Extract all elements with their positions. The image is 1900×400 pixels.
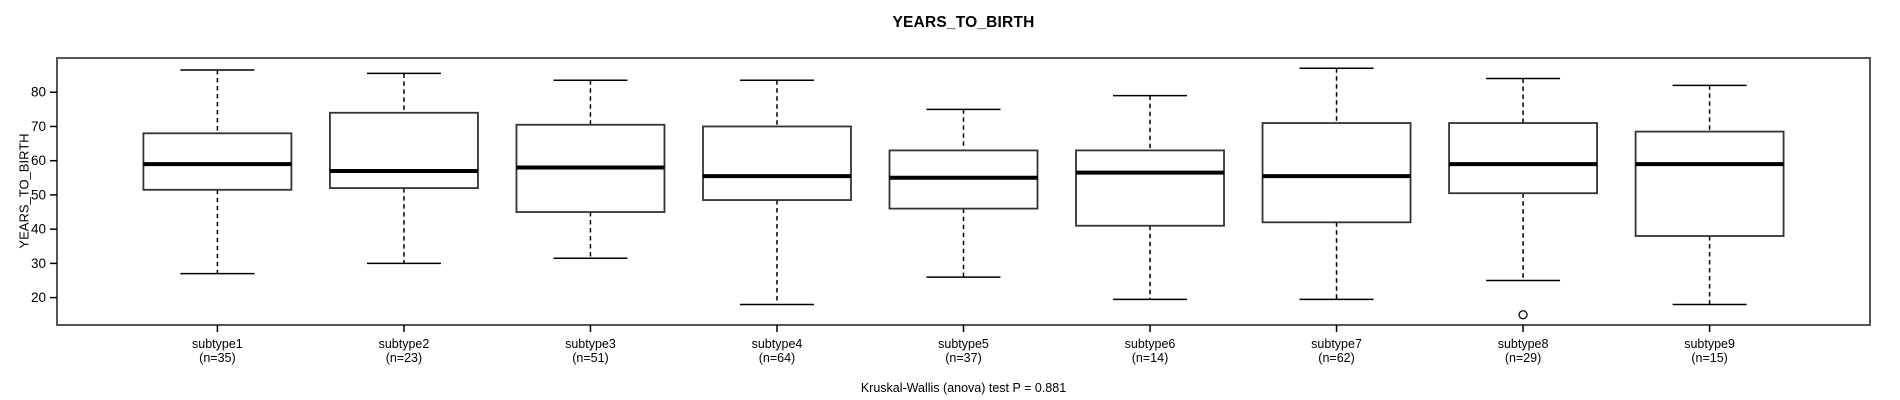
x-tick-label: subtype4 xyxy=(752,337,803,351)
y-tick-label: 30 xyxy=(31,256,46,271)
x-tick-n-label: (n=23) xyxy=(386,351,422,365)
y-tick-label: 80 xyxy=(31,85,46,100)
boxplot-subtype3: subtype3(n=51) xyxy=(515,79,666,365)
iqr-box xyxy=(1075,149,1225,227)
x-tick-n-label: (n=51) xyxy=(572,351,608,365)
boxplot-subtype4: subtype4(n=64) xyxy=(702,79,852,365)
x-tick-n-label: (n=64) xyxy=(759,351,795,365)
boxplot-subtype9: subtype9(n=15) xyxy=(1634,84,1785,365)
x-tick-n-label: (n=35) xyxy=(199,351,235,365)
x-tick-label: subtype6 xyxy=(1125,337,1176,351)
y-tick-label: 60 xyxy=(31,153,46,168)
y-tick-label: 20 xyxy=(31,290,46,305)
x-tick-label: subtype2 xyxy=(379,337,430,351)
x-tick-n-label: (n=62) xyxy=(1318,351,1354,365)
x-tick-n-label: (n=14) xyxy=(1132,351,1168,365)
x-tick-label: subtype3 xyxy=(565,337,616,351)
boxplot-subtype8: subtype8(n=29) xyxy=(1448,77,1598,365)
y-tick-label: 50 xyxy=(31,187,46,202)
boxplot-subtype7: subtype7(n=62) xyxy=(1261,67,1412,365)
boxplot-subtype1: subtype1(n=35) xyxy=(142,69,293,365)
x-tick-n-label: (n=37) xyxy=(945,351,981,365)
y-tick-label: 40 xyxy=(31,222,46,237)
boxplot-subtype2: subtype2(n=23) xyxy=(329,72,479,365)
iqr-box xyxy=(1261,122,1412,224)
x-tick-label: subtype9 xyxy=(1684,337,1735,351)
boxplot-subtype5: subtype5(n=37) xyxy=(888,108,1039,365)
iqr-box xyxy=(329,111,479,189)
kruskal-wallis-caption: Kruskal-Wallis (anova) test P = 0.881 xyxy=(860,381,1067,395)
iqr-box xyxy=(702,125,852,201)
iqr-box xyxy=(142,132,293,191)
iqr-box xyxy=(1448,122,1598,195)
x-tick-n-label: (n=15) xyxy=(1691,351,1727,365)
x-tick-n-label: (n=29) xyxy=(1505,351,1541,365)
x-tick-label: subtype5 xyxy=(938,337,989,351)
iqr-box xyxy=(1634,130,1785,237)
outlier-point xyxy=(1518,310,1528,320)
x-tick-label: subtype1 xyxy=(192,337,243,351)
x-tick-label: subtype7 xyxy=(1311,337,1362,351)
boxplot-subtype6: subtype6(n=14) xyxy=(1075,94,1225,365)
x-tick-label: subtype8 xyxy=(1498,337,1549,351)
y-tick-label: 70 xyxy=(31,119,46,134)
chart-title: YEARS_TO_BIRTH xyxy=(892,14,1035,31)
